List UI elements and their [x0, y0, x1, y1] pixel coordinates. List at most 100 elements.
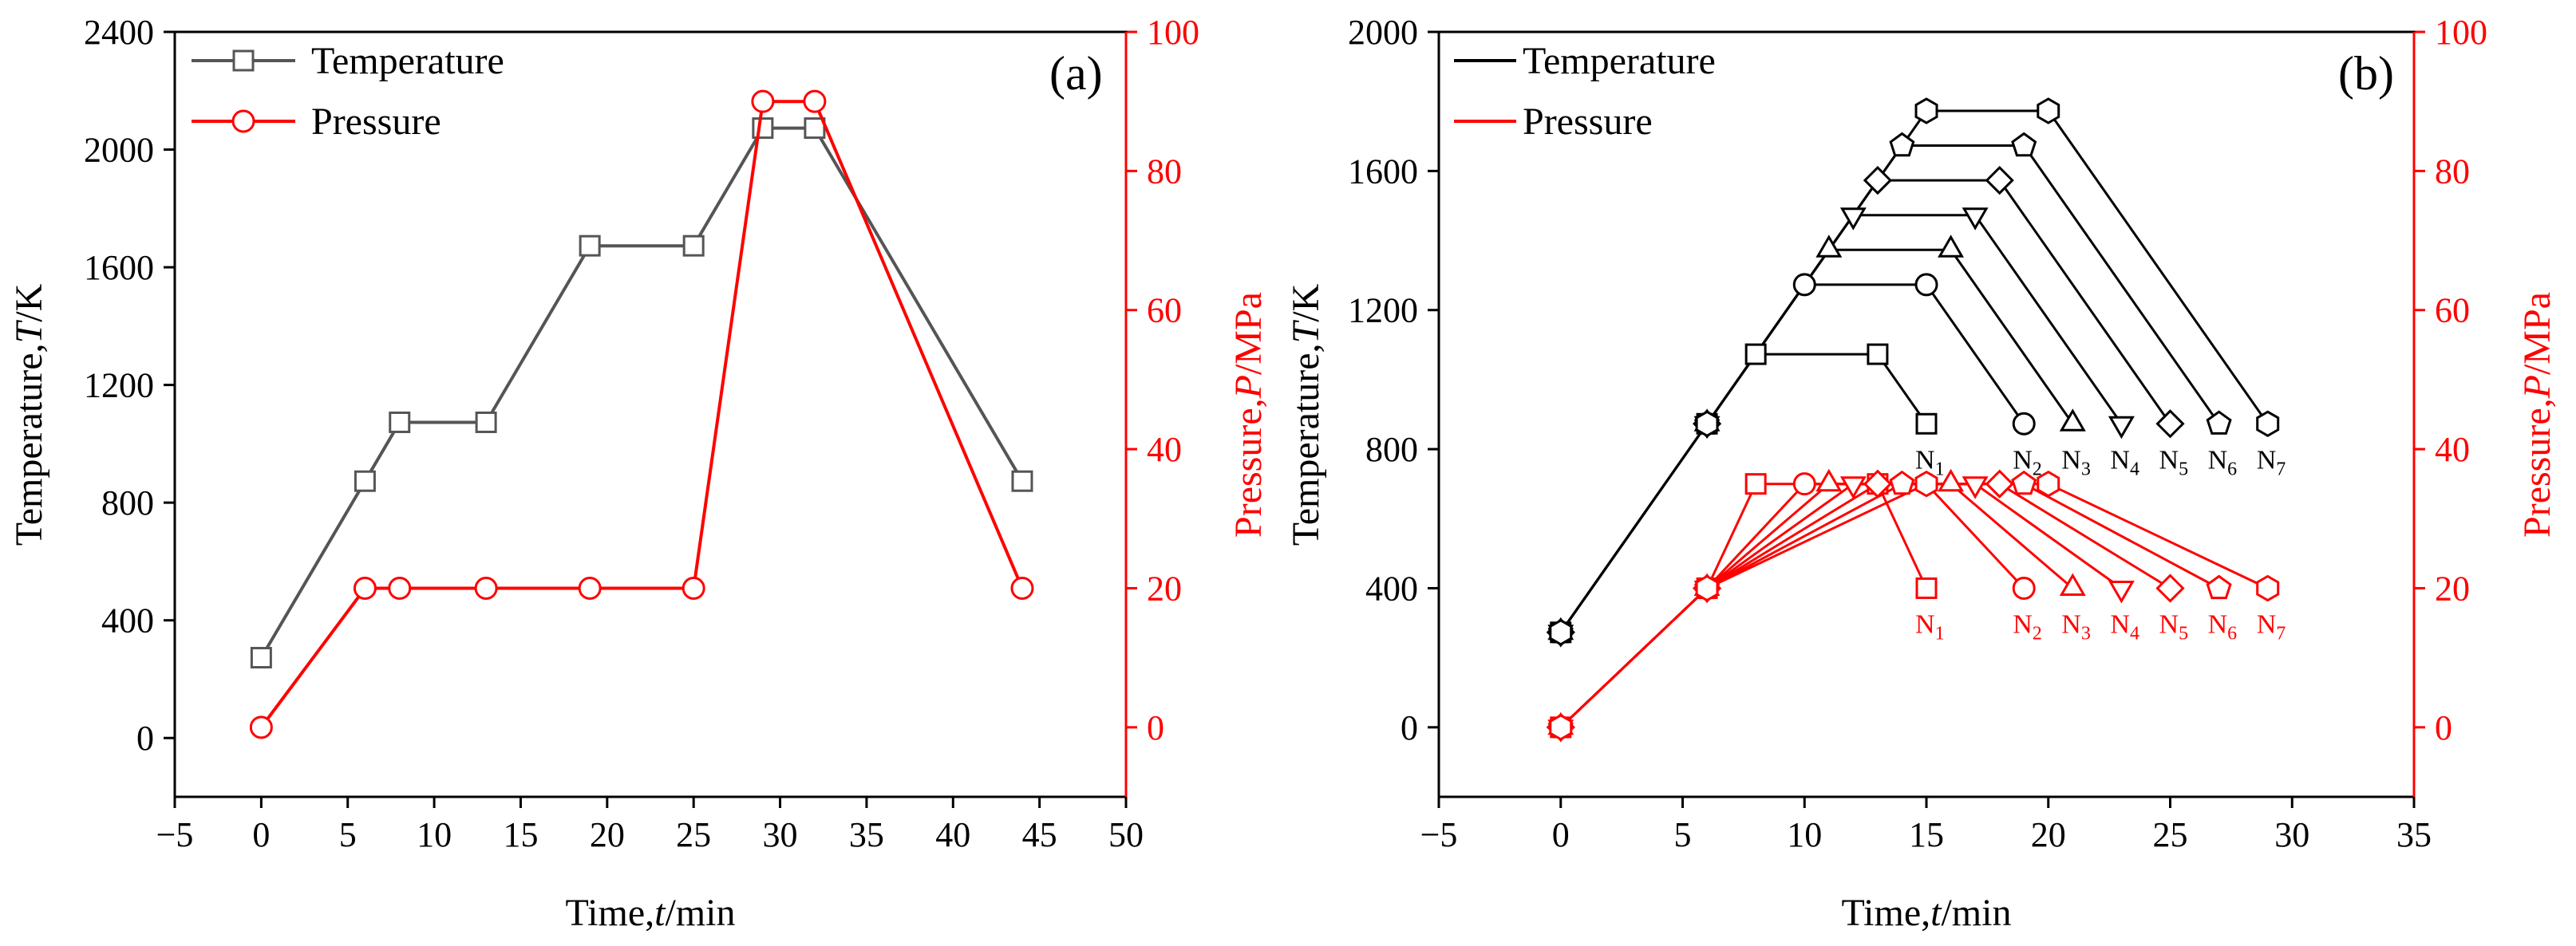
- panel-a-pressure-point: [388, 576, 412, 600]
- panel-a-pressure-point: [578, 576, 602, 600]
- panel-a-temperature-point: [682, 235, 705, 257]
- panel-b-pressure-line-n6: [1559, 483, 2220, 728]
- panel-b-temperature-point-n5: [1863, 165, 1893, 195]
- panel-b-pressure-line-n7: [1559, 483, 2269, 728]
- panel-b-y-tick-label: 1200: [1348, 291, 1418, 330]
- panel-b-temperature-point-n5: [2155, 409, 2185, 439]
- panel-b-pressure-point-n1: [1744, 473, 1767, 495]
- panel-a-x-tick-label: −5: [156, 815, 194, 854]
- panel-b-x-tick-label: 5: [1674, 815, 1692, 854]
- panel-b-x-tick-label: 15: [1909, 815, 1944, 854]
- panel-b-pressure-label-n5: N5: [2159, 609, 2189, 644]
- panel-a-x-tick-label: 25: [676, 815, 711, 854]
- panel-a-pressure-point: [474, 576, 498, 600]
- panel-b-x-axis-title: Time,t/min: [1842, 892, 2012, 934]
- panel-b-temperature-point-n7: [2037, 97, 2060, 124]
- panel-b-y-tick-label: 2000: [1348, 13, 1418, 52]
- panel-a-x-tick-label: 0: [252, 815, 270, 854]
- panel-a-y2-tick-label: 60: [1147, 291, 1182, 330]
- panel-b-pressure-line-n1: [1559, 483, 1928, 728]
- panel-b-pressure-point-n1: [1915, 577, 1938, 599]
- panel-a-y-tick-label: 1600: [84, 248, 154, 287]
- panel-a-x-tick-label: 15: [503, 815, 538, 854]
- panel-b-pressure-point-n6: [2206, 574, 2232, 600]
- panel-a-y-tick-label: 800: [101, 483, 154, 522]
- panel-a-temperature-point: [752, 117, 774, 140]
- panel-b-temperature-point-n1: [1744, 343, 1767, 365]
- panel-b-pressure-point-n5: [2155, 574, 2185, 603]
- panel-a-temperature-point: [389, 411, 411, 433]
- panel-b-label: (b): [2338, 47, 2394, 100]
- panel-b-temperature-label-n4: N4: [2110, 445, 2139, 479]
- panel-b-pressure-label-n3: N3: [2061, 609, 2091, 644]
- panel-a-y-tick-label: 2400: [84, 13, 154, 52]
- panel-b-temperature-point-n1: [1915, 412, 1938, 435]
- panel-b-temperature-label-n6: N6: [2208, 445, 2238, 479]
- panel-b-y-tick-label: 1600: [1348, 152, 1418, 191]
- panel-a-y-axis-title: Temperature,T/K: [8, 283, 50, 546]
- panel-a-pressure-point: [353, 576, 377, 600]
- panel-b-y2-tick-label: 80: [2435, 152, 2470, 191]
- panel-b-chart: −5 0 5 10 15 20 25 30 35 0 400 800 1200 1600 2000 0 20 40…: [1285, 13, 2558, 934]
- panel-b-pressure-label-n7: N7: [2257, 609, 2286, 644]
- panel-b-temperature-point-n2: [1914, 273, 1938, 297]
- panel-a-temperature-point: [1011, 470, 1033, 492]
- panel-b-temperature-point-n7: [1914, 97, 1938, 124]
- panel-a-legend-temperature-label: Temperature: [311, 40, 504, 82]
- panel-a-y2-tick-label: 40: [1147, 430, 1182, 469]
- panel-b-y-axis-title: Temperature,T/K: [1285, 283, 1327, 546]
- panel-b-x-tick-label: 10: [1787, 815, 1822, 854]
- panel-b-pressure-point-n7: [1914, 470, 1938, 498]
- panel-b-temperature-label-n5: N5: [2159, 445, 2189, 479]
- panel-b-temperature-point-n3: [1815, 235, 1843, 258]
- panel-b-y2-tick-label: 100: [2435, 13, 2487, 52]
- panel-a-temperature-point: [250, 647, 272, 669]
- panel-b-temperature-point-n4: [2108, 416, 2135, 439]
- panel-b-temperature-point-n6: [2206, 410, 2232, 435]
- panel-b-temperature-point-n1: [1867, 343, 1889, 365]
- panel-a-temperature-point: [579, 235, 601, 257]
- panel-b-temperature-label-n1: N1: [1915, 445, 1945, 479]
- panel-a-y-tick-label: 0: [136, 719, 154, 758]
- panel-b-temperature-point-n2: [1792, 273, 1816, 297]
- panel-b-temperature-point-n7: [2256, 410, 2280, 438]
- panel-b-x-tick-label: 0: [1552, 815, 1570, 854]
- panel-b-temperature-label-n3: N3: [2061, 445, 2091, 479]
- panel-b-x-tick-label: 20: [2031, 815, 2066, 854]
- panel-b-temperature-point-n3: [2059, 408, 2086, 432]
- panel-a-y2-axis-title: Pressure,P/MPa: [1227, 292, 1270, 538]
- panel-a-y2-tick-label: 0: [1147, 708, 1164, 747]
- panel-b-temperature-point-n4: [1839, 207, 1867, 231]
- panel-a-temperature-line: [259, 126, 1024, 659]
- panel-a-pressure-point: [751, 89, 775, 113]
- panel-b-pressure-point-n2: [2012, 576, 2036, 600]
- panel-a-chart: −5 0 5 10 15 20 25 30 35 40 45 50040080012001600200…: [8, 13, 1270, 934]
- panel-b-temperature-point-n3: [1938, 235, 1964, 258]
- panel-a-temperature-point: [354, 470, 376, 492]
- panel-b-pressure-point-n4: [1962, 476, 1989, 499]
- panel-a-x-tick-label: 10: [417, 815, 452, 854]
- panel-b-pressure-point-n7: [1695, 574, 1719, 602]
- panel-b-pressure-point-n5: [1863, 469, 1893, 499]
- panel-b-pressure-label-n1: N1: [1915, 609, 1945, 644]
- panel-b-temperature-label-n2: N2: [2013, 445, 2042, 479]
- panel-b-temperature-point-n4: [1962, 207, 1989, 231]
- panel-b-pressure-point-n5: [1985, 469, 2014, 499]
- panel-b-pressure-point-n3: [1815, 468, 1843, 492]
- panel-a-x-tick-label: 50: [1108, 815, 1144, 854]
- panel-b-y-tick-label: 800: [1365, 430, 1418, 469]
- panel-b-temperature-point-n2: [2012, 412, 2036, 436]
- panel-a-pressure-point: [1010, 576, 1034, 600]
- panel-b-pressure-point-n2: [1792, 472, 1816, 496]
- panel-b-temperature-line-n7: [1559, 109, 2269, 633]
- panel-a-x-tick-label: 40: [935, 815, 970, 854]
- panel-b-temperature-line-n4: [1559, 214, 2123, 633]
- panel-a-x-tick-label: 5: [339, 815, 357, 854]
- panel-a-temperature-point: [475, 411, 497, 433]
- panel-b-temperature-point-n5: [1985, 165, 2014, 195]
- panel-b-temperature-point-n6: [1889, 132, 1915, 157]
- panel-b-pressure-line-n5: [1559, 483, 2171, 728]
- panel-b-pressure-label-n2: N2: [2013, 609, 2042, 644]
- panel-b-temperature-line-n3: [1559, 248, 2074, 633]
